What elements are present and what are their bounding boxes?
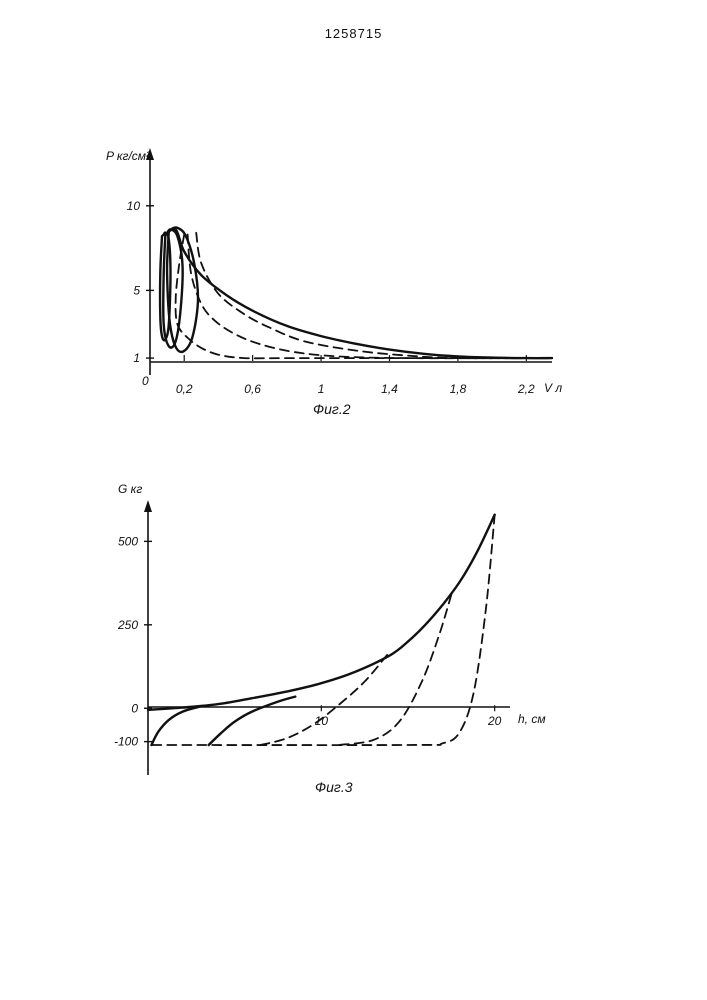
fig3-y-tick-label: 500 (118, 534, 138, 548)
fig3-y-tick-label: 0 (131, 701, 138, 715)
fig3-x-axis-label: h, см (518, 712, 546, 726)
fig3-series-branch-1 (152, 707, 201, 745)
fig3-series-unloading-2 (339, 595, 452, 745)
fig3-series-loading-envelope (148, 515, 495, 710)
fig3-y-tick-label: -100 (114, 735, 138, 749)
fig3-x-tick-label: 10 (315, 714, 329, 728)
fig3-y-axis-label: G кг (118, 482, 142, 496)
fig3-x-tick-label: 20 (487, 714, 502, 728)
fig3-axes (144, 500, 510, 775)
fig3-caption: Фиг.3 (315, 779, 353, 795)
figure-3-force-displacement-chart: -100 0 250 500 10 20 G кг h, см Фиг.3 (0, 0, 707, 1000)
fig3-y-tick-label: 250 (117, 618, 138, 632)
fig3-y-axis-arrow (144, 500, 152, 512)
